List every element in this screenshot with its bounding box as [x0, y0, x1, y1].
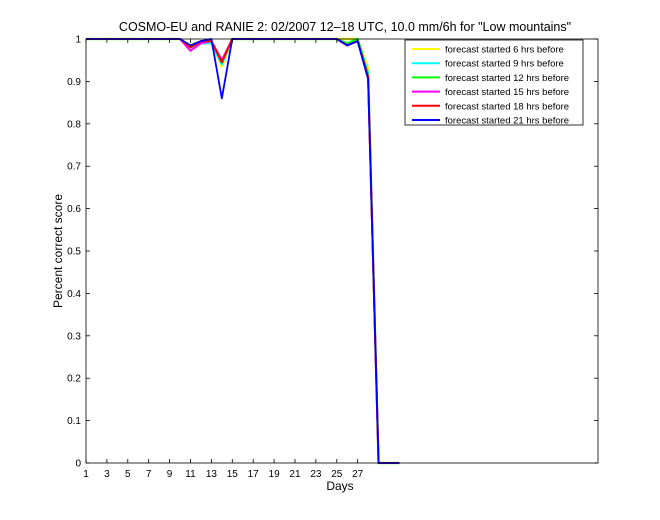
y-tick-label: 0.6	[67, 204, 81, 215]
y-tick-label: 0.8	[67, 119, 81, 130]
y-axis-label: Percent correct score	[51, 194, 65, 308]
x-tick-label: 21	[289, 469, 301, 480]
y-tick-label: 0.5	[67, 247, 81, 258]
legend-label-4: forecast started 15 hrs before	[445, 87, 569, 98]
y-tick-label: 0.1	[67, 416, 81, 427]
legend-label-1: forecast started 6 hrs before	[445, 45, 564, 56]
y-tick-label: 0.9	[67, 77, 81, 88]
x-tick-label: 27	[352, 469, 364, 480]
legend-items: forecast started 6 hrs before forecast st…	[412, 45, 569, 127]
x-tick-label: 5	[125, 469, 131, 480]
chart-title: COSMO-EU and RANIE 2: 02/2007 12–18 UTC,…	[119, 20, 571, 34]
legend-label-6: forecast started 21 hrs before	[445, 116, 569, 127]
axis-ticks: 1 3 5 7 9 11 13 15 17 19 21 23 25 2700.10.20.30.40.50…	[67, 35, 598, 480]
legend-label-2: forecast started 9 hrs before	[445, 59, 564, 70]
x-tick-label: 17	[248, 469, 260, 480]
plot-frame	[85, 38, 599, 464]
y-tick-label: 0.3	[67, 331, 81, 342]
y-tick-label: 0.7	[67, 162, 81, 173]
legend-label-3: forecast started 12 hrs before	[445, 73, 569, 84]
x-axis-label: Days	[326, 479, 353, 493]
y-tick-label: 0.4	[67, 289, 81, 300]
legend: forecast started 6 hrs before forecast st…	[404, 39, 584, 127]
x-tick-label: 13	[206, 469, 218, 480]
x-tick-label: 7	[146, 469, 152, 480]
y-tick-label: 0.2	[67, 374, 81, 385]
y-tick-label: 0	[75, 459, 81, 470]
x-tick-label: 15	[227, 469, 239, 480]
legend-box	[404, 39, 584, 126]
y-tick-label: 1	[75, 35, 81, 46]
x-tick-label: 9	[167, 469, 173, 480]
x-tick-label: 1	[83, 469, 89, 480]
x-tick-label: 25	[331, 469, 343, 480]
x-tick-label: 19	[269, 469, 281, 480]
x-tick-label: 23	[310, 469, 322, 480]
x-tick-label: 3	[104, 469, 110, 480]
legend-label-5: forecast started 18 hrs before	[445, 101, 569, 112]
x-tick-label: 11	[185, 469, 196, 480]
